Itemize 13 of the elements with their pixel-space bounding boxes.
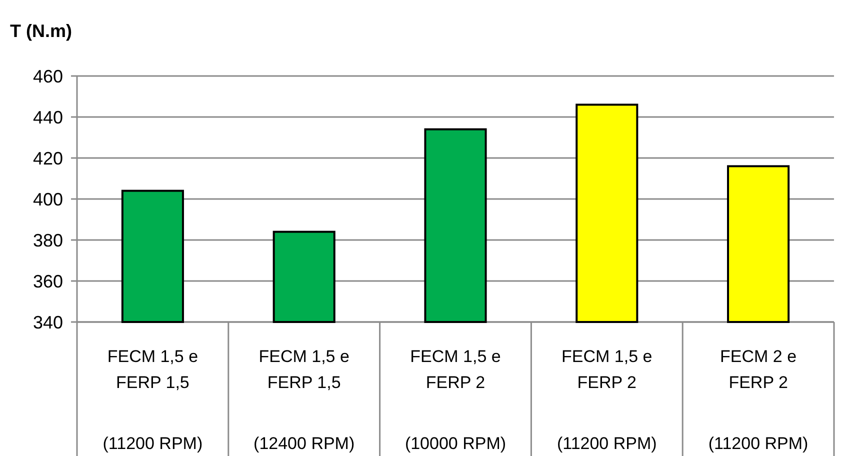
category-label: FECM 1,5 e FERP 1,5 (11200 RPM) [102, 347, 203, 453]
category-label: FECM 2 e FERP 2 (11200 RPM) [708, 347, 808, 453]
y-tick-label: 460 [32, 66, 63, 86]
y-tick-label: 380 [32, 230, 63, 250]
y-tick-label: 440 [32, 107, 63, 128]
category-label: FECM 1,5 e FERP 2 (11200 RPM) [556, 347, 657, 453]
y-tick-label: 420 [32, 148, 63, 168]
chart-title: T (N.m) [10, 21, 72, 41]
y-tick-label: 340 [32, 312, 63, 332]
category-label: FECM 1,5 e FERP 2 (10000 RPM) [404, 347, 506, 453]
y-tick-label: 400 [32, 189, 63, 210]
y-tick-label: 360 [32, 271, 63, 292]
category-label: FECM 1,5 e FERP 1,5 (12400 RPM) [254, 347, 355, 453]
